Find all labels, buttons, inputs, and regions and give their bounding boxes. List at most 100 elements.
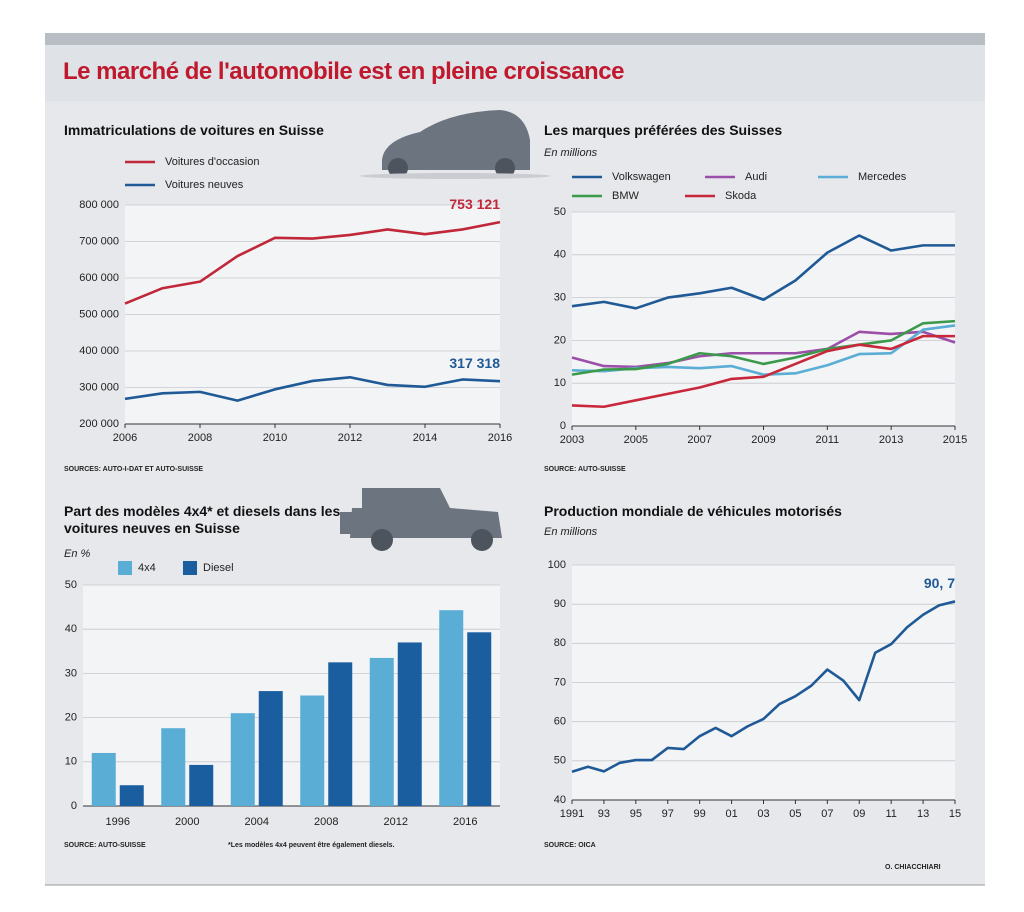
value-label: 90, 7	[924, 575, 955, 591]
y-tick-label: 800 000	[79, 199, 119, 211]
legend-label: 4x4	[138, 562, 156, 574]
legend-label: Voitures neuves	[165, 179, 244, 191]
x-tick-label: 03	[757, 808, 769, 820]
x-tick-label: 09	[853, 808, 865, 820]
y-tick-label: 70	[554, 676, 566, 688]
bar	[397, 642, 422, 806]
legend-label: Voitures d'occasion	[165, 156, 259, 168]
y-tick-label: 30	[65, 667, 77, 679]
legend-label: Skoda	[725, 190, 757, 202]
footnote: *Les modèles 4x4 peuvent être également …	[228, 842, 395, 849]
y-tick-label: 20	[554, 334, 566, 346]
y-tick-label: 90	[554, 598, 566, 610]
y-tick-label: 400 000	[79, 345, 119, 357]
x-tick-label: 2007	[687, 434, 711, 446]
x-tick-label: 11	[885, 808, 896, 820]
bar	[91, 752, 116, 806]
x-tick-label: 2016	[453, 816, 477, 828]
y-tick-label: 300 000	[79, 381, 119, 393]
bar	[369, 657, 394, 806]
chart-title: Les marques préférées des Suisses	[544, 122, 783, 138]
bar	[258, 691, 283, 806]
x-tick-label: 15	[949, 808, 961, 820]
x-tick-label: 93	[598, 808, 610, 820]
source: SOURCES: AUTO-I-DAT ET AUTO-SUISSE	[64, 466, 204, 473]
chart-title: Immatriculations de voitures en Suisse	[64, 122, 324, 138]
x-tick-label: 95	[630, 808, 642, 820]
x-tick-label: 2014	[413, 432, 437, 444]
value-label: 317 318	[449, 355, 500, 371]
y-tick-label: 50	[554, 755, 566, 767]
bar	[467, 632, 492, 806]
x-tick-label: 97	[662, 808, 674, 820]
x-tick-label: 2012	[384, 816, 408, 828]
y-tick-label: 500 000	[79, 308, 119, 320]
x-tick-label: 2008	[188, 432, 212, 444]
chart-subtitle: En millions	[544, 526, 598, 538]
x-tick-label: 99	[694, 808, 706, 820]
y-tick-label: 600 000	[79, 272, 119, 284]
y-tick-label: 100	[548, 559, 566, 571]
x-tick-label: 2006	[113, 432, 137, 444]
line-series	[571, 334, 955, 409]
legend-swatch	[183, 561, 197, 575]
x-tick-label: 2015	[943, 434, 967, 446]
y-tick-label: 40	[554, 794, 566, 806]
line-series	[571, 600, 956, 774]
legend-label: BMW	[612, 190, 640, 202]
x-tick-label: 2012	[338, 432, 362, 444]
line-series	[124, 375, 501, 402]
y-tick-label: 30	[554, 292, 566, 304]
bar	[439, 610, 464, 806]
bar	[189, 764, 214, 806]
source: SOURCE: OICA	[544, 842, 596, 849]
x-tick-label: 07	[821, 808, 833, 820]
y-tick-label: 20	[65, 712, 77, 724]
y-tick-label: 0	[560, 420, 566, 432]
x-tick-label: 2010	[263, 432, 287, 444]
main-title: Le marché de l'automobile est en pleine …	[63, 58, 624, 85]
bar	[161, 728, 186, 806]
x-tick-label: 1996	[106, 816, 130, 828]
y-tick-label: 200 000	[79, 418, 119, 430]
credit: O. CHIACCHIARI	[885, 864, 941, 871]
x-tick-label: 01	[725, 808, 737, 820]
chart-subtitle: En millions	[544, 147, 598, 159]
value-label: 753 121	[449, 196, 500, 212]
x-tick-label: 2004	[245, 816, 269, 828]
jeep-icon	[340, 488, 502, 551]
x-tick-label: 13	[917, 808, 929, 820]
legend-label: Diesel	[203, 562, 234, 574]
source: SOURCE: AUTO-SUISSE	[64, 842, 146, 849]
plot-area	[572, 212, 955, 426]
chart-title: Part des modèles 4x4* et diesels dans le…	[64, 503, 341, 536]
chart-title: Production mondiale de véhicules motoris…	[544, 503, 842, 519]
x-tick-label: 05	[789, 808, 801, 820]
legend-swatch	[118, 561, 132, 575]
top-strip	[45, 33, 985, 45]
y-tick-label: 50	[65, 579, 77, 591]
x-tick-label: 2009	[751, 434, 775, 446]
x-tick-label: 2016	[488, 432, 512, 444]
x-tick-label: 2011	[816, 434, 840, 446]
plot-area	[83, 585, 500, 806]
x-tick-label: 2013	[879, 434, 903, 446]
car-icon	[360, 110, 550, 179]
x-tick-label: 2000	[175, 816, 199, 828]
x-tick-label: 2003	[560, 434, 584, 446]
legend-label: Audi	[745, 171, 767, 183]
header-band	[45, 45, 985, 101]
x-tick-label: 1991	[560, 808, 584, 820]
x-tick-label: 2005	[624, 434, 648, 446]
line-series	[571, 234, 955, 310]
y-tick-label: 50	[554, 206, 566, 218]
y-tick-label: 40	[65, 623, 77, 635]
legend-label: Mercedes	[858, 171, 907, 183]
bar	[119, 785, 144, 806]
y-tick-label: 700 000	[79, 235, 119, 247]
bar	[300, 695, 325, 806]
source: SOURCE: AUTO-SUISSE	[544, 466, 626, 473]
y-tick-label: 0	[71, 800, 77, 812]
